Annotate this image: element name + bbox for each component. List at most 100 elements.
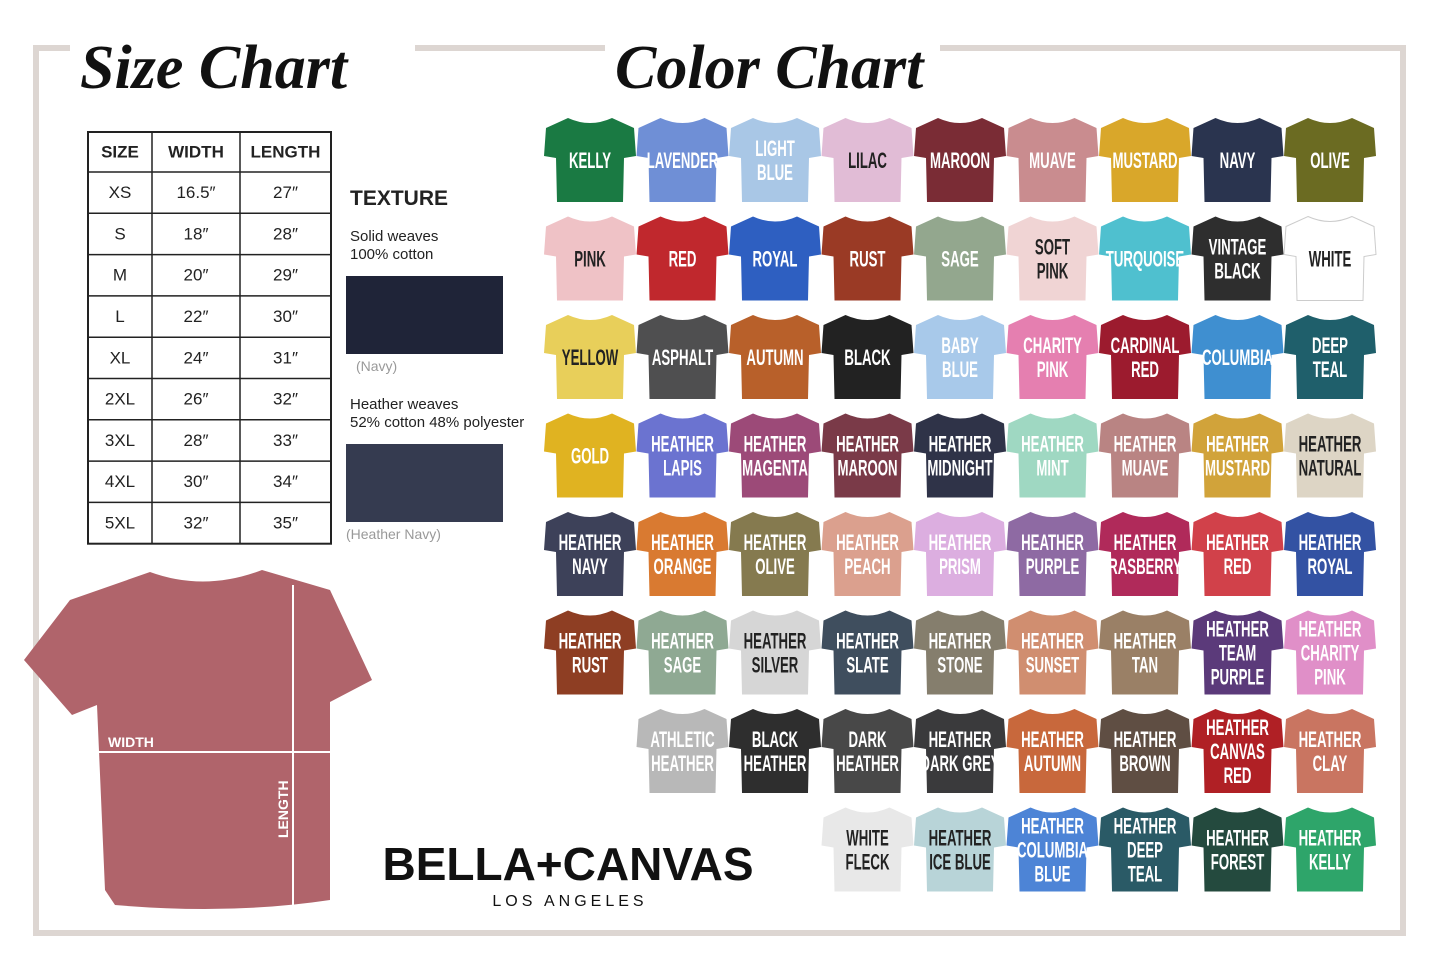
color-name: YELLOW (562, 345, 619, 369)
color-name: RASBERRY (1108, 554, 1182, 578)
shirt-shape (729, 216, 821, 301)
color-name: LILAC (848, 148, 887, 172)
shirt-shape (1191, 709, 1284, 793)
color-name: BLACK (1214, 259, 1260, 283)
color-name: BLUE (1035, 862, 1071, 886)
color-name: DEEP (1127, 838, 1163, 862)
shirt-shape (914, 610, 1006, 695)
color-name: RED (1224, 763, 1252, 787)
shirt-shape (821, 216, 914, 301)
color-name: RUST (850, 247, 886, 271)
shirt-shape (636, 610, 729, 695)
color-name: PEACH (844, 554, 890, 578)
color-name: MAGENTA (742, 456, 808, 480)
shirt-shape (1006, 413, 1099, 498)
color-name: OLIVE (755, 554, 795, 578)
color-name: ROYAL (1308, 554, 1353, 578)
shirt-swatch: RED (636, 216, 729, 301)
color-name: TEAM (1219, 641, 1256, 665)
shirt-shape (636, 216, 729, 301)
color-name: RED (1131, 357, 1159, 381)
color-name: HEATHER (1206, 432, 1269, 456)
color-name: HEATHER (1206, 530, 1269, 554)
shirt-shape (821, 315, 914, 399)
shirt-swatch: RUST (821, 216, 914, 301)
shirt-shape (544, 413, 636, 498)
shirt-swatch: AUTUMN (729, 315, 821, 399)
color-name: HEATHER (1114, 814, 1177, 838)
color-name: FLECK (846, 850, 890, 874)
color-name: ASPHALT (652, 345, 713, 369)
color-name: SUNSET (1026, 653, 1080, 677)
table-cell: L (115, 307, 124, 326)
shirt-shape (1099, 216, 1191, 301)
shirt-shape (636, 413, 729, 498)
color-name: PURPLE (1211, 665, 1265, 689)
shirt-shape (821, 709, 914, 793)
shirt-shape (729, 512, 821, 596)
color-name: DARK (848, 727, 886, 751)
shirt-shape (1006, 807, 1099, 892)
shirt-shape (544, 610, 636, 695)
color-name: HEATHER (1299, 432, 1362, 456)
shirt-shape (821, 807, 914, 892)
color-name: HEATHER (1299, 530, 1362, 554)
color-name: HEATHER (1299, 826, 1362, 850)
table-cell: XS (109, 183, 132, 202)
color-name: HEATHER (836, 432, 899, 456)
shirt-swatch: BLACK (821, 315, 914, 399)
color-name: HEATHER (1021, 814, 1084, 838)
color-name: HEATHER (651, 432, 714, 456)
shirt-swatch: PINK (544, 216, 636, 301)
color-name: HEATHER (836, 629, 899, 653)
color-name: NAVY (1220, 148, 1256, 172)
color-name: HEATHER (744, 629, 807, 653)
table-cell: 29″ (273, 266, 298, 285)
shirt-swatch: KELLY (544, 118, 636, 202)
color-name: SAGE (664, 653, 701, 677)
shirt-shape (1284, 512, 1376, 596)
title-gap (70, 20, 415, 80)
shirt-shape (1006, 315, 1099, 399)
color-name: DARK GREY (920, 751, 999, 775)
table-cell: 22″ (184, 307, 209, 326)
color-name: TAN (1132, 653, 1158, 677)
table-cell: 26″ (184, 390, 209, 409)
texture-text: Heather weaves (350, 396, 458, 413)
shirt-shape (821, 512, 914, 596)
color-name: MINT (1036, 456, 1068, 480)
color-name: HEATHER (744, 432, 807, 456)
table-cell: 20″ (184, 266, 209, 285)
width-label: WIDTH (108, 734, 154, 750)
shirt-swatch: ROYAL (729, 216, 821, 301)
color-name: PINK (1037, 357, 1069, 381)
shirt-swatch: COLUMBIA (1191, 315, 1284, 399)
size-table: SIZE WIDTH LENGTH XS 16.5″ 27″ S 18″ 28″ M 20″ 29″ L… (87, 131, 332, 545)
table-header: SIZE (101, 142, 139, 161)
color-name: BROWN (1119, 751, 1170, 775)
big-shirt: WIDTH LENGTH (24, 570, 372, 910)
table-cell: 28″ (184, 431, 209, 450)
color-name: HEATHER (929, 727, 992, 751)
color-name: RED (669, 247, 697, 271)
table-cell: 34″ (273, 472, 298, 491)
shirt-swatch: MUAVE (1006, 118, 1099, 202)
color-name: HEATHER (1114, 629, 1177, 653)
shirt-shape (544, 118, 636, 202)
